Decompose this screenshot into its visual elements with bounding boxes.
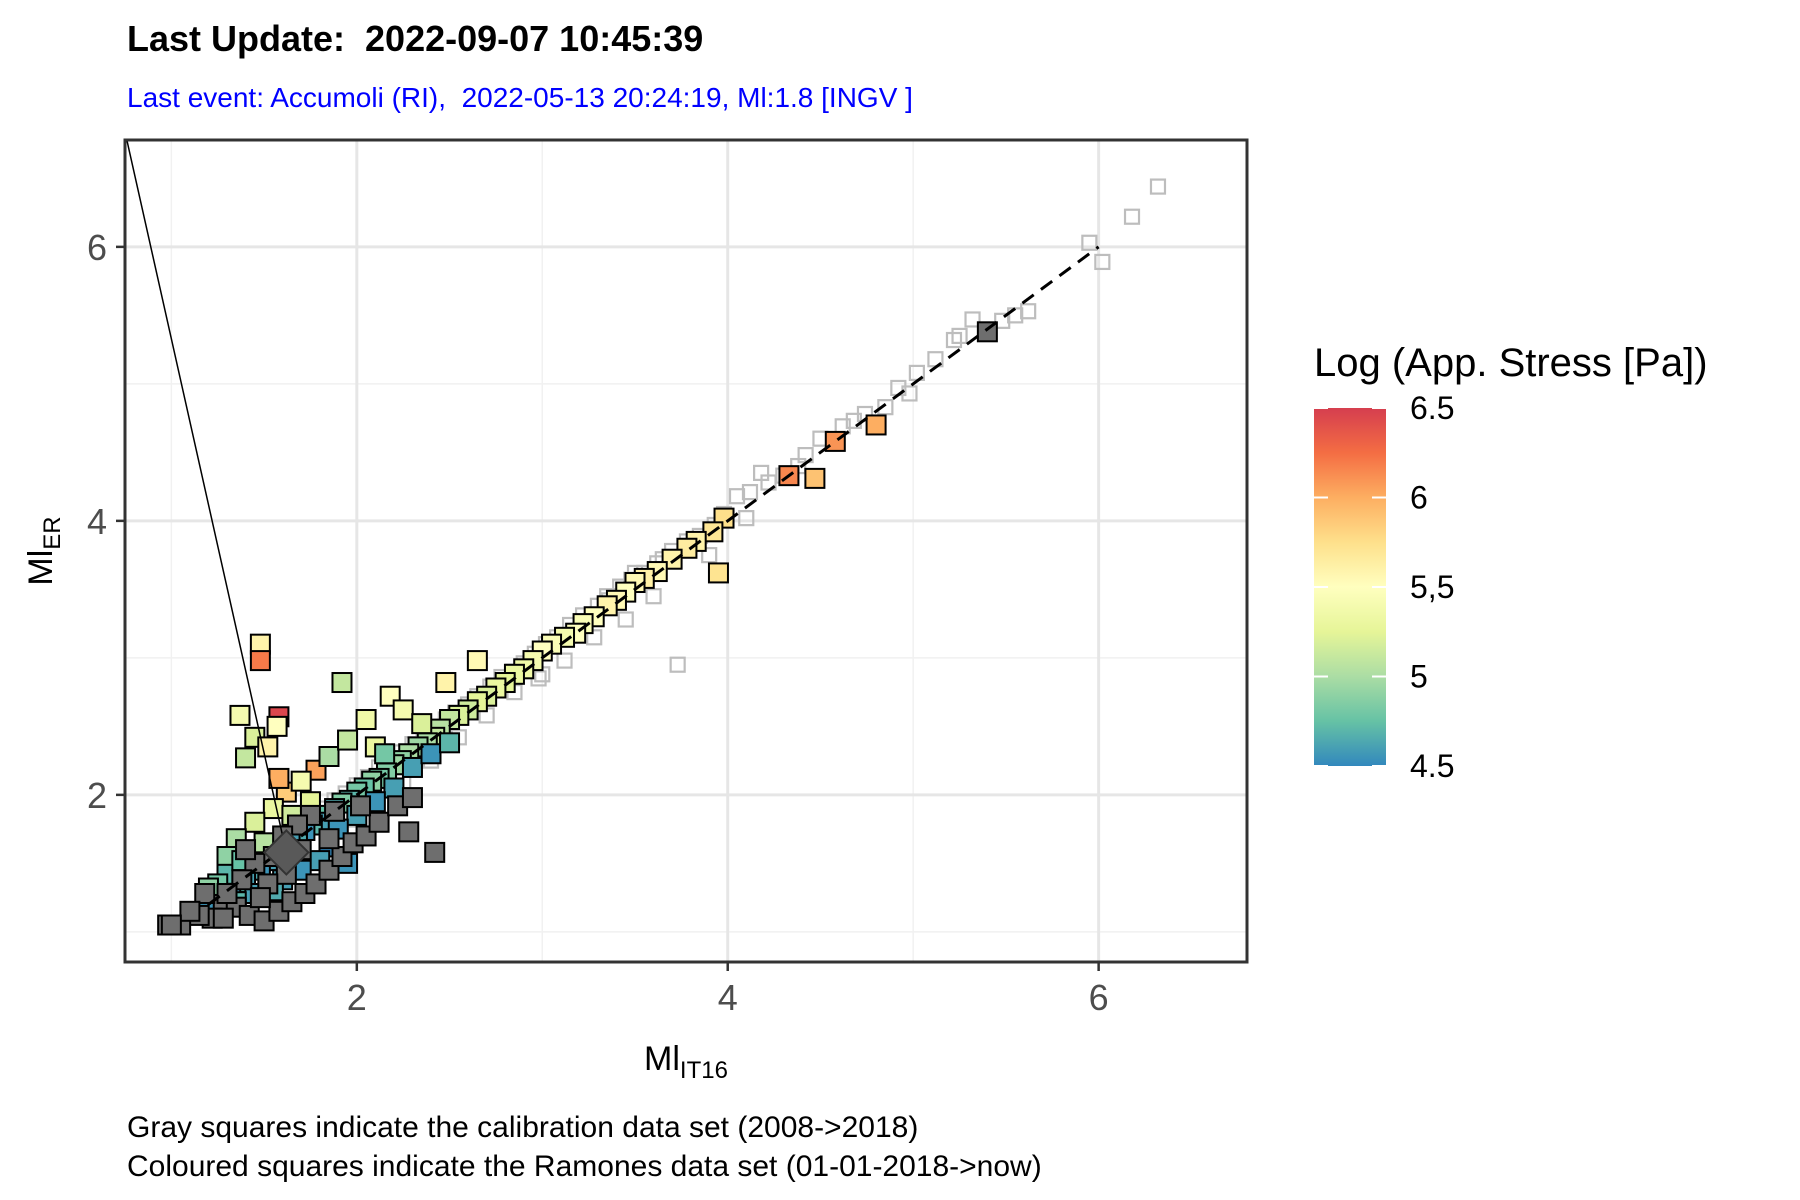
ramones-point (262, 798, 284, 820)
calibration-point (617, 611, 634, 628)
calibration-point (753, 464, 770, 482)
calibration-point (645, 588, 662, 605)
legend-tick-label: 6 (1410, 480, 1428, 516)
ramones-point (318, 746, 340, 767)
ramones-point (160, 914, 182, 936)
x-axis-ticks: 2 4 6 (347, 962, 1109, 1018)
ramones-point (350, 795, 372, 817)
ramones-point (266, 715, 288, 737)
legend-title: Log (App. Stress [Pa]) (1314, 341, 1708, 385)
legend-tick-label: 6.5 (1410, 390, 1454, 426)
x-axis-label: MlIT16 (644, 1040, 728, 1084)
ramones-point (424, 841, 446, 863)
ramones-point (331, 672, 353, 694)
ramones-point (244, 811, 266, 833)
ramones-point (355, 709, 377, 731)
legend-tick-label: 4.5 (1410, 748, 1454, 784)
y-axis-label: MlER (22, 516, 66, 585)
ramones-point (435, 672, 457, 694)
ramones-point (194, 883, 216, 904)
last-event-marker (262, 828, 310, 876)
ramones-point (383, 777, 405, 799)
calibration-point (701, 547, 718, 564)
y-axis-label-main: Ml (22, 550, 60, 586)
plot-border (123, 138, 1249, 964)
ramones-point (707, 562, 729, 584)
footnote-ramones: Coloured squares indicate the Ramones da… (127, 1150, 1042, 1183)
calibration-point (877, 399, 894, 416)
ramones-point (368, 811, 390, 833)
legend-tick-label: 5,5 (1410, 569, 1454, 605)
ramones-point (318, 828, 340, 850)
x-tick-label: 6 (1089, 977, 1109, 1018)
ramones-point (420, 743, 442, 765)
calibration-point (556, 652, 573, 669)
ramones-point (411, 713, 433, 735)
calibration-point (994, 312, 1011, 329)
y-tick-label: 2 (87, 775, 107, 816)
calibration-point (669, 656, 686, 673)
legend-tick-label: 5 (1410, 659, 1428, 695)
y-tick-label: 4 (87, 501, 107, 542)
calibration-point (738, 510, 755, 527)
ramones-point (398, 821, 420, 843)
page-title: Last Update: 2022-09-07 10:45:39 (127, 18, 704, 59)
calibration-point (1094, 253, 1111, 271)
ramones-point (401, 756, 423, 778)
ramones-point (229, 704, 251, 726)
calibration-point (1081, 234, 1098, 251)
ramones-point (249, 887, 271, 909)
grid-major (125, 140, 1247, 962)
ramones-point (268, 767, 290, 789)
ramones-point (392, 699, 414, 721)
grid-minor (125, 140, 1247, 962)
calibration-point (964, 311, 981, 328)
ramones-point (337, 729, 359, 751)
ramones-point (865, 414, 887, 436)
last-event-subtitle: Last event: Accumoli (RI), 2022-05-13 20… (127, 82, 913, 113)
calibration-point (951, 327, 968, 345)
ramones-point (401, 787, 423, 809)
y-axis-ticks: 2 4 6 (87, 227, 125, 816)
calibration-point (945, 331, 963, 349)
reference-line (207, 245, 1100, 906)
calibration-point (586, 629, 603, 646)
ramones-point (290, 770, 312, 792)
legend-ticks: 6.5 6 5,5 5 4.5 (1314, 390, 1454, 784)
footnotes: Gray squares indicate the calibration da… (127, 1108, 1042, 1186)
ramones-point (235, 747, 257, 769)
calibration-point (1149, 178, 1167, 195)
x-axis-label-sub: IT16 (680, 1057, 728, 1084)
ramones-point (249, 650, 271, 672)
calibration-point (1123, 208, 1141, 225)
y-tick-label: 6 (87, 227, 107, 268)
ramones-point (374, 743, 396, 765)
x-tick-label: 2 (347, 977, 367, 1018)
x-tick-label: 4 (718, 977, 738, 1018)
ramones-point (235, 839, 257, 861)
last-event-pointer (126, 139, 288, 853)
ramones-point (439, 732, 461, 754)
calibration-point (728, 488, 746, 505)
ramones-point (212, 907, 234, 929)
y-axis-label-sub: ER (39, 516, 66, 549)
ramones-point (804, 467, 826, 489)
ramones-point (179, 900, 201, 922)
footnote-calibration: Gray squares indicate the calibration da… (127, 1111, 919, 1144)
ramones-point (466, 650, 488, 672)
x-axis-label-main: Ml (644, 1040, 680, 1078)
